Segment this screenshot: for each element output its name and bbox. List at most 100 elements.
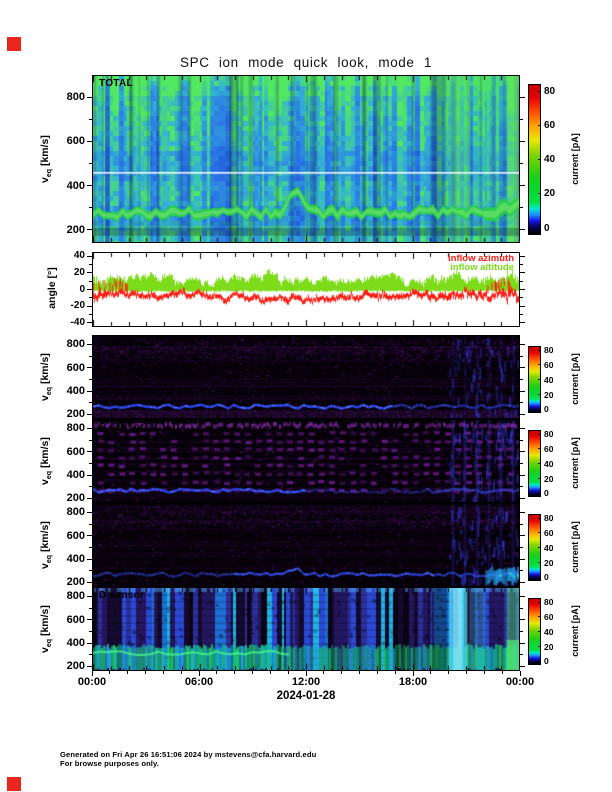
tick-mark — [87, 413, 92, 415]
y-tick-label: 400 — [66, 637, 85, 649]
colorbar-tick — [538, 448, 541, 450]
panel-total-label: TOTAL — [99, 78, 133, 89]
colorbar-tick — [538, 576, 541, 578]
flow-angle-canvas — [93, 253, 519, 326]
y-tick-label: 600 — [66, 613, 85, 626]
tick-mark — [520, 619, 525, 621]
colorbar-tick — [538, 547, 541, 548]
colorbar-tick — [538, 227, 541, 229]
tick-mark — [520, 665, 525, 667]
tick-mark — [89, 355, 92, 357]
tick-mark — [520, 229, 525, 231]
colorbar-tick — [538, 601, 541, 603]
tick-mark — [394, 671, 396, 674]
colorbar-tick-label: 80 — [544, 85, 556, 97]
tick-mark — [89, 546, 92, 548]
veq-prefix: v — [38, 177, 51, 183]
x-tick-label: 18:00 — [398, 676, 428, 688]
tick-mark — [520, 474, 525, 476]
tick-mark — [87, 289, 92, 290]
tick-mark — [87, 497, 92, 499]
page-title: SPC ion mode quick look, mode 1 — [180, 55, 432, 70]
tick-mark — [376, 671, 378, 674]
panel-c-sensor-spectrogram: C sensor — [92, 503, 520, 587]
tick-mark — [520, 264, 523, 265]
colorbar-tick-label: 20 — [544, 188, 556, 200]
tick-mark — [520, 607, 523, 609]
tick-mark — [198, 671, 200, 676]
colorbar-tick — [538, 90, 541, 92]
tick-mark — [89, 297, 92, 299]
tick-mark — [519, 671, 521, 676]
colorbar-tick-label: 20 — [544, 557, 554, 568]
colorbar-tick — [538, 124, 541, 126]
tick-mark — [87, 451, 92, 453]
tick-mark — [520, 118, 523, 120]
colorbar-tick — [538, 408, 541, 410]
colorbar-tick — [538, 645, 541, 647]
tick-mark — [448, 671, 450, 674]
b-sensor-canvas — [93, 420, 519, 502]
colorbar-tick-label: 0 — [544, 488, 549, 499]
panel-a-label: A sensor — [99, 338, 144, 349]
angle-tick-label: 40 — [73, 250, 85, 262]
tick-mark — [520, 207, 523, 209]
tick-mark — [520, 439, 523, 441]
tick-mark — [89, 570, 92, 572]
tick-mark — [89, 654, 92, 656]
tick-mark — [87, 558, 92, 560]
colorbar-tick-label: 60 — [544, 119, 556, 131]
tick-mark — [520, 523, 523, 525]
y-tick-label: 400 — [66, 469, 85, 481]
tick-mark — [305, 671, 307, 676]
panel-d-sensor-spectrogram: D sensor — [92, 587, 520, 671]
tick-mark — [87, 140, 92, 142]
red-marker-bottom — [7, 777, 21, 791]
tick-mark — [520, 162, 523, 164]
tick-mark — [520, 654, 523, 656]
colorbar-tick — [538, 393, 541, 395]
colorbar-tick-label: 0 — [544, 404, 549, 415]
colorbar-tick-label: 0 — [544, 572, 549, 583]
tick-mark — [89, 264, 92, 265]
panel-total-spectrogram: TOTAL — [92, 75, 520, 243]
tick-mark — [216, 671, 218, 674]
tick-mark — [520, 642, 525, 644]
veq-unit: [km/s] — [38, 521, 51, 555]
tick-mark — [234, 671, 236, 674]
y-tick-label: 200 — [66, 492, 85, 505]
y-tick-label: 400 — [66, 385, 85, 397]
colorbar-tick-label: 20 — [544, 389, 554, 400]
y-tick-label: 800 — [66, 422, 85, 435]
colorbar-tick-label: 80 — [544, 345, 554, 356]
colorbar-tick — [538, 364, 541, 366]
red-marker-top — [7, 37, 21, 51]
tick-mark — [89, 280, 92, 282]
panel-d-label: D sensor — [99, 590, 145, 601]
y-axis-label-veq-total: veq [km/s] — [39, 99, 53, 219]
panel-b-label: B sensor — [99, 422, 145, 433]
colorbar-tick — [538, 379, 541, 380]
tick-mark — [520, 343, 525, 345]
tick-mark — [87, 96, 92, 98]
colorbar-tick — [538, 159, 541, 160]
colorbar-label: current [pA] — [570, 604, 580, 657]
y-tick-label: 600 — [66, 361, 85, 374]
tick-mark — [520, 462, 523, 464]
angle-tick-label: -20 — [70, 300, 85, 312]
tick-mark — [412, 671, 414, 676]
colorbar-tick-label: 60 — [544, 360, 554, 371]
tick-mark — [501, 671, 503, 674]
angle-tick-label: 0 — [79, 283, 85, 295]
tick-mark — [87, 367, 92, 369]
tick-mark — [520, 355, 523, 357]
d-sensor-canvas — [93, 588, 519, 670]
legend-inflow-azimuth: inflow azimuth — [448, 253, 514, 264]
angle-tick-label: 20 — [73, 266, 85, 278]
tick-mark — [89, 607, 92, 609]
y-tick-label: 200 — [66, 576, 85, 589]
tick-mark — [162, 671, 164, 674]
tick-mark — [520, 322, 525, 324]
tick-mark — [87, 511, 92, 513]
